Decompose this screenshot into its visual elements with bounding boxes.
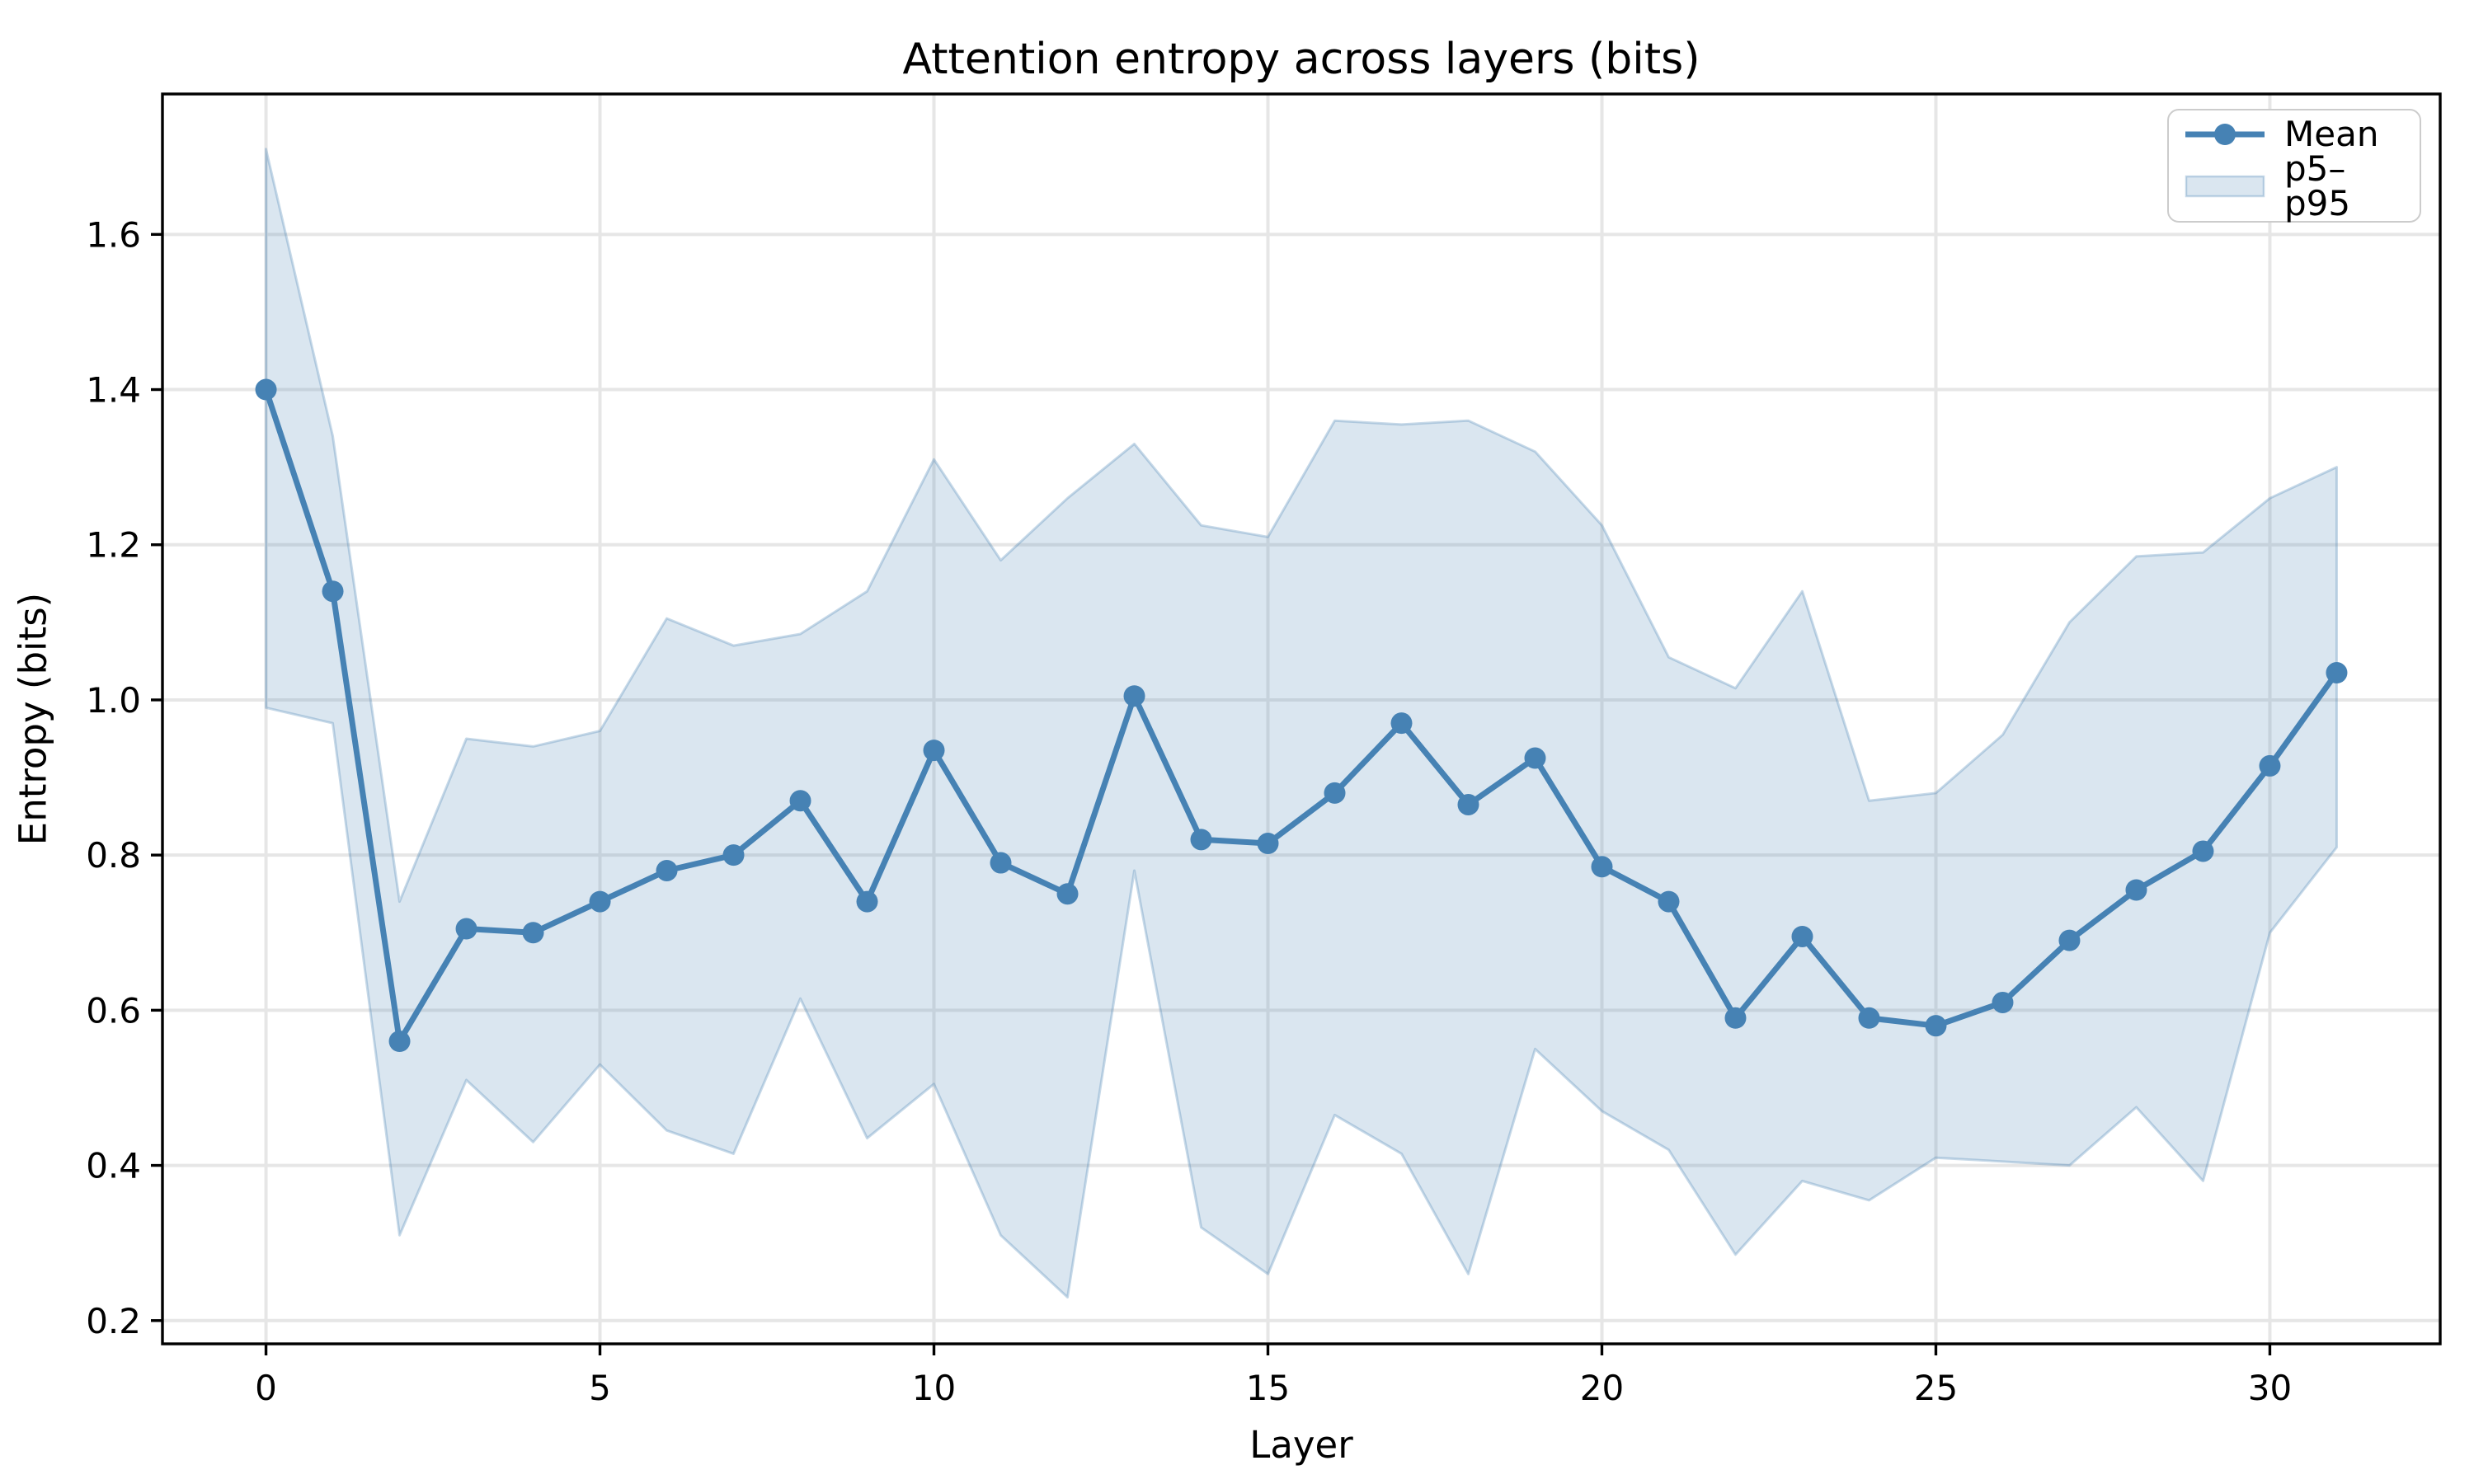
chart-title: Attention entropy across layers (bits) xyxy=(902,35,1700,84)
y-tick-label: 1.0 xyxy=(86,680,141,721)
data-point xyxy=(1925,1015,1947,1037)
legend-label-mean: Mean xyxy=(2284,114,2379,154)
data-point xyxy=(2259,754,2281,777)
mean-line xyxy=(263,387,2340,1045)
mean-line-swatch-icon xyxy=(2185,124,2265,145)
data-point xyxy=(2192,840,2214,862)
y-tick-label: 0.2 xyxy=(86,1301,141,1341)
band-swatch-icon xyxy=(2185,175,2265,198)
data-point xyxy=(923,740,945,762)
data-point xyxy=(990,852,1012,874)
y-tick-label: 0.8 xyxy=(86,835,141,876)
legend-item-mean: Mean xyxy=(2184,117,2405,152)
data-point xyxy=(1992,991,2014,1013)
legend: Mean p5–p95 xyxy=(2167,109,2421,223)
data-point xyxy=(1591,856,1613,878)
data-point xyxy=(789,790,811,812)
x-axis-label: Layer xyxy=(1249,1423,1353,1467)
data-point xyxy=(1791,925,1813,947)
y-tick-label: 1.2 xyxy=(86,525,141,566)
x-tick-label: 30 xyxy=(2248,1368,2292,1408)
plot-border xyxy=(161,92,2442,1345)
data-point xyxy=(322,580,344,603)
data-point xyxy=(1724,1007,1747,1029)
data-point xyxy=(856,890,878,913)
x-tick-label: 5 xyxy=(589,1368,611,1408)
data-point xyxy=(1123,685,1145,707)
data-point xyxy=(1257,833,1279,855)
data-point xyxy=(522,922,544,944)
data-point xyxy=(589,890,611,913)
x-tick-label: 20 xyxy=(1580,1368,1624,1408)
data-point xyxy=(388,1030,411,1052)
data-point xyxy=(1390,712,1413,735)
data-point xyxy=(255,378,277,401)
data-point xyxy=(1457,793,1479,815)
y-axis-label: Entropy (bits) xyxy=(11,592,55,846)
x-tick-label: 15 xyxy=(1246,1368,1290,1408)
y-tick-label: 1.6 xyxy=(86,214,141,255)
y-tick-label: 0.6 xyxy=(86,990,141,1031)
legend-item-band: p5–p95 xyxy=(2184,152,2405,221)
x-tick-label: 25 xyxy=(1914,1368,1958,1408)
x-tick-label: 0 xyxy=(255,1368,277,1408)
legend-label-band: p5–p95 xyxy=(2284,148,2351,223)
p5-p95-band xyxy=(265,148,2338,1298)
x-tick-label: 10 xyxy=(912,1368,956,1408)
y-tick-label: 0.4 xyxy=(86,1146,141,1186)
data-point xyxy=(455,918,477,940)
data-point xyxy=(656,859,678,881)
data-point xyxy=(722,844,745,866)
data-point xyxy=(1324,782,1346,804)
data-point xyxy=(2326,662,2348,684)
y-tick-label: 1.4 xyxy=(86,370,141,411)
data-point xyxy=(1190,829,1212,851)
data-point xyxy=(1524,747,1546,769)
data-point xyxy=(1658,890,1680,913)
data-point xyxy=(2058,929,2081,951)
data-point xyxy=(1858,1007,1880,1029)
data-point xyxy=(1056,883,1079,905)
data-point xyxy=(2125,879,2147,901)
